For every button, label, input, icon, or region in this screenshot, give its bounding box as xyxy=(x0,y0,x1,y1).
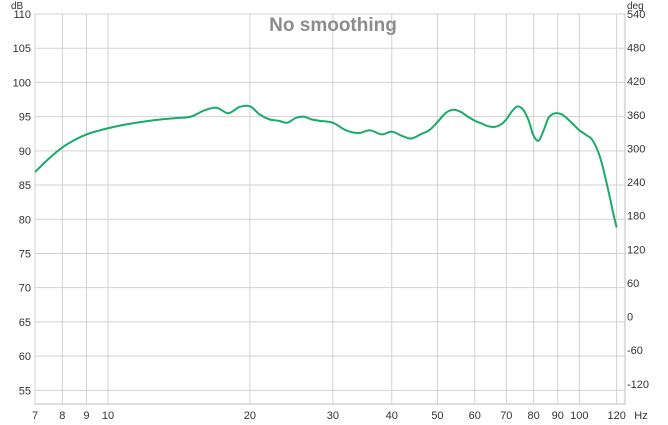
y-left-tick-label: 75 xyxy=(19,248,31,260)
y-left-tick-label: 80 xyxy=(19,214,31,226)
y-right-tick-label: 0 xyxy=(627,312,633,324)
x-tick-label: 120 xyxy=(607,410,625,422)
y-left-tick-label: 90 xyxy=(19,146,31,158)
y-axis-right-ticks: -120 -60 0 60 120 180 240 300 360 420 480 540 xyxy=(627,9,649,391)
y-left-tick-label: 55 xyxy=(19,385,31,397)
x-tick-label: 60 xyxy=(469,410,481,422)
y-left-unit-label: dB xyxy=(11,1,24,12)
y-right-tick-label: 540 xyxy=(627,9,645,21)
x-tick-label: 90 xyxy=(552,410,564,422)
x-tick-label: 20 xyxy=(244,410,256,422)
y-right-tick-label: 300 xyxy=(627,143,645,155)
x-tick-label: 100 xyxy=(570,410,588,422)
series-layer xyxy=(34,104,618,228)
x-unit-label: Hz xyxy=(634,410,647,422)
y-left-tick-label: 85 xyxy=(19,180,31,192)
y-right-tick-label: 480 xyxy=(627,43,645,55)
vertical-gridlines xyxy=(34,14,618,404)
x-tick-label: 70 xyxy=(500,410,512,422)
x-tick-label: 80 xyxy=(528,410,540,422)
x-tick-label: 8 xyxy=(59,410,65,422)
x-tick-label: 10 xyxy=(102,410,114,422)
y-left-tick-label: 70 xyxy=(19,283,31,295)
y-right-unit-label: deg xyxy=(627,1,644,12)
y-left-tick-label: 110 xyxy=(13,9,31,21)
y-right-tick-label: 120 xyxy=(627,244,645,256)
chart-title: No smoothing xyxy=(269,15,397,36)
plot-area xyxy=(34,13,626,405)
y-right-tick-label: 360 xyxy=(627,110,645,122)
y-right-tick-label: -60 xyxy=(627,345,643,357)
y-left-tick-label: 100 xyxy=(13,77,31,89)
y-left-tick-label: 60 xyxy=(19,351,31,363)
y-right-tick-label: 240 xyxy=(627,177,645,189)
y-axis-left-ticks: 55 60 65 70 75 80 85 90 95 100 105 110 xyxy=(13,9,31,397)
y-right-tick-label: 60 xyxy=(627,278,639,290)
x-tick-label: 50 xyxy=(431,410,443,422)
x-tick-label: 7 xyxy=(32,410,38,422)
y-left-tick-label: 65 xyxy=(19,317,31,329)
x-tick-label: 9 xyxy=(83,410,89,422)
series-line xyxy=(34,104,618,228)
x-tick-label: 30 xyxy=(327,410,339,422)
x-tick-label: 40 xyxy=(386,410,398,422)
y-left-tick-label: 95 xyxy=(19,112,31,124)
y-right-tick-label: 420 xyxy=(627,76,645,88)
y-right-tick-label: -120 xyxy=(627,379,649,391)
x-axis-ticks: 7 8 9 10 20 30 40 50 60 70 80 90 100 120 xyxy=(32,410,626,422)
y-left-tick-label: 105 xyxy=(13,43,31,55)
y-right-tick-label: 180 xyxy=(627,211,645,223)
